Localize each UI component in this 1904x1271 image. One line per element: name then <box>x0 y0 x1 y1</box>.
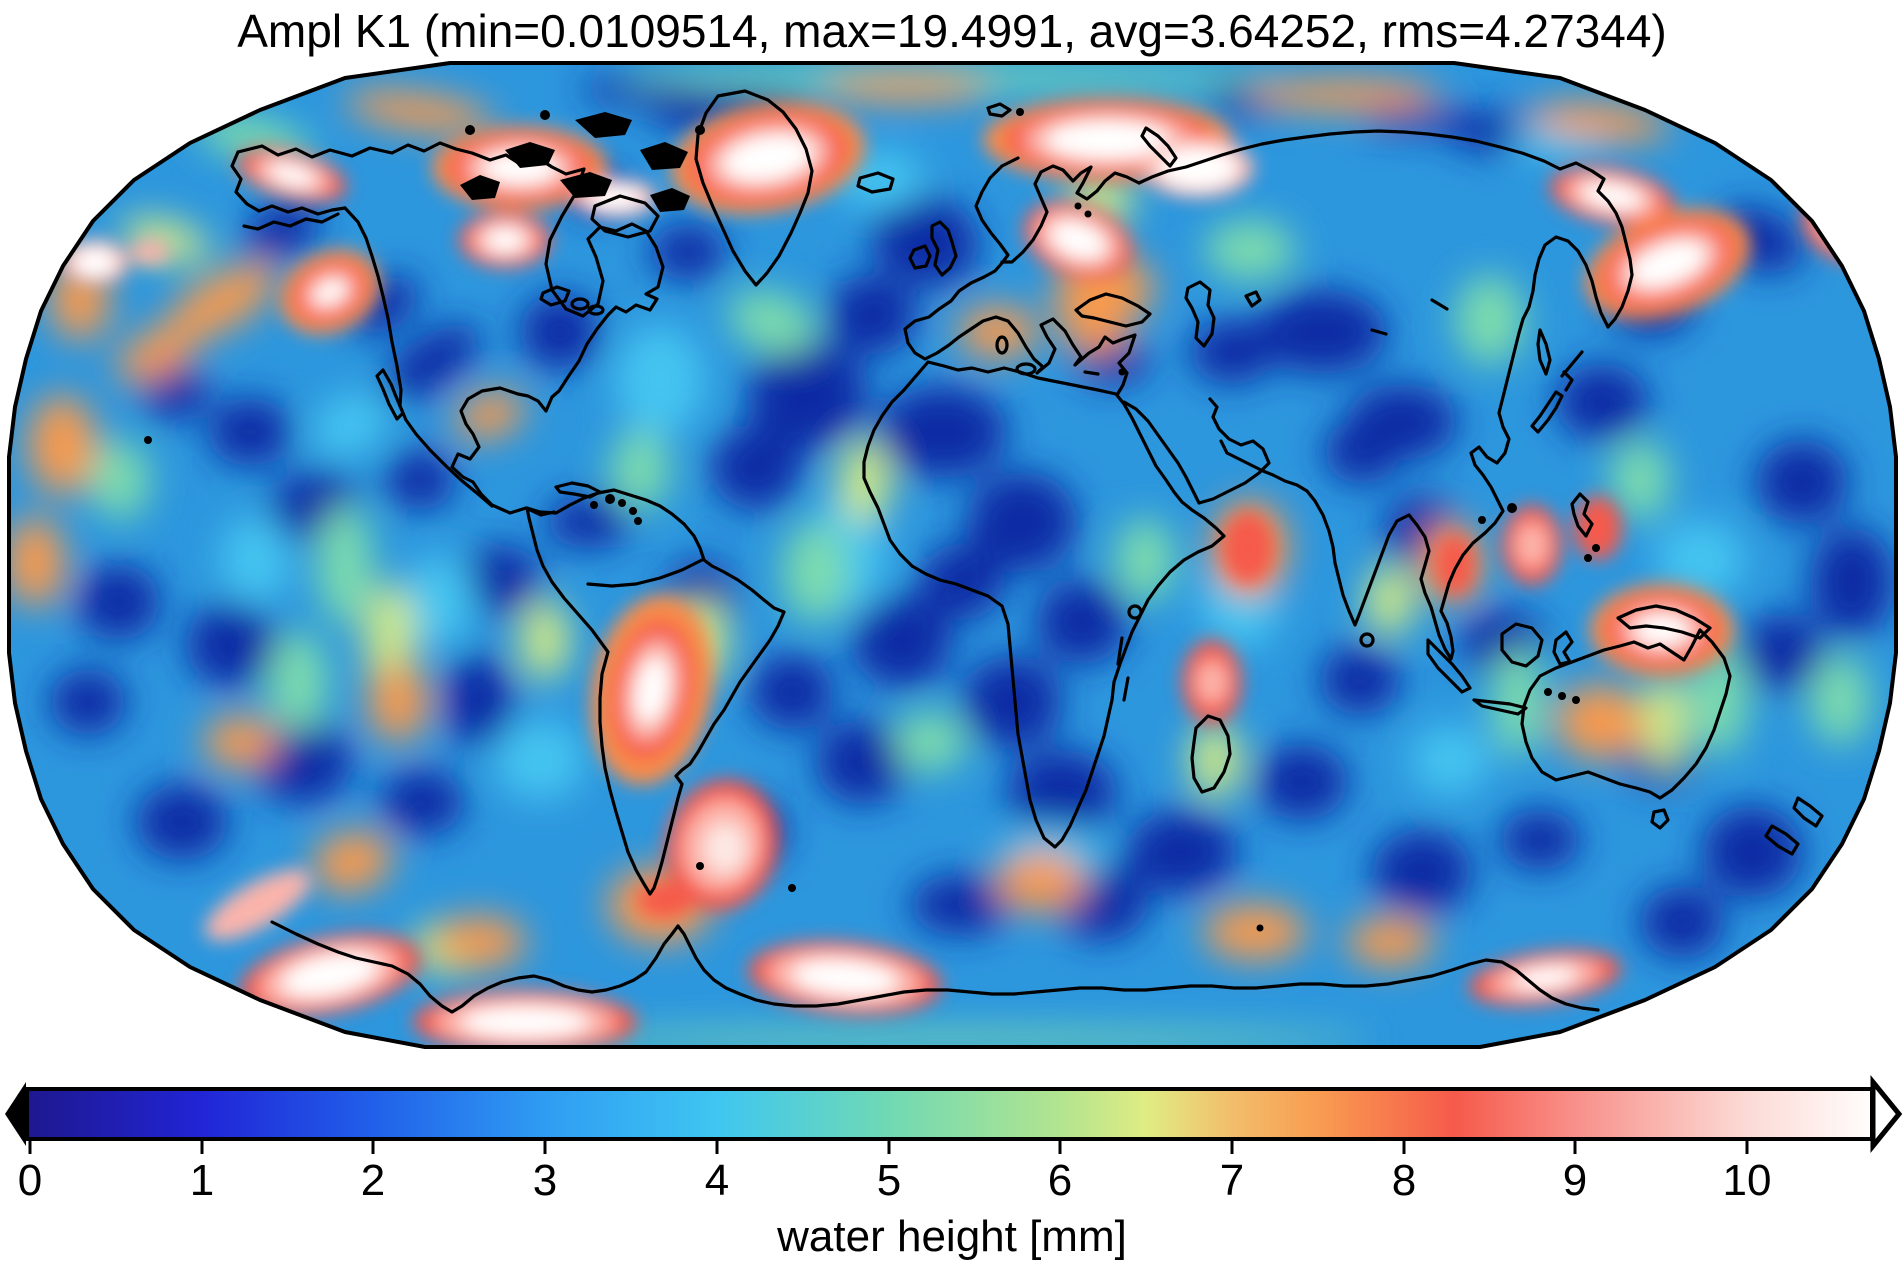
colorbar-tick-label: 9 <box>1562 1156 1588 1205</box>
colorbar-tick-label: 3 <box>532 1156 558 1205</box>
colorbar-gradient-bar <box>25 1087 1874 1141</box>
coastlines <box>230 89 1824 1014</box>
field-soft-blobs <box>9 66 1896 1047</box>
colorbar-tick-label: 7 <box>1219 1156 1245 1205</box>
colorbar-tick-label: 6 <box>1047 1156 1073 1205</box>
colorbar <box>5 1074 1903 1154</box>
colorbar-underflow-arrow-icon <box>5 1082 26 1146</box>
colorbar-tick-label: 8 <box>1391 1156 1417 1205</box>
colorbar-tick-marks <box>28 1141 1749 1154</box>
island-fills <box>144 108 1600 932</box>
colorbar-tick-label: 4 <box>704 1156 730 1205</box>
colorbar-tick-label: 5 <box>876 1156 902 1205</box>
map-boundary <box>7 61 1898 1049</box>
colorbar-tick-label: 1 <box>189 1156 215 1205</box>
figure-title: Ampl K1 (min=0.0109514, max=19.4991, avg… <box>237 5 1667 57</box>
colorbar-overflow-arrow-icon <box>1870 1074 1903 1154</box>
colorbar-tick-label: 10 <box>1722 1156 1772 1205</box>
colorbar-axis-label: water height [mm] <box>777 1212 1127 1261</box>
amplitude-field <box>9 63 1896 1047</box>
colorbar-tick-label: 0 <box>17 1156 43 1205</box>
colorbar-tick-label: 2 <box>360 1156 386 1205</box>
